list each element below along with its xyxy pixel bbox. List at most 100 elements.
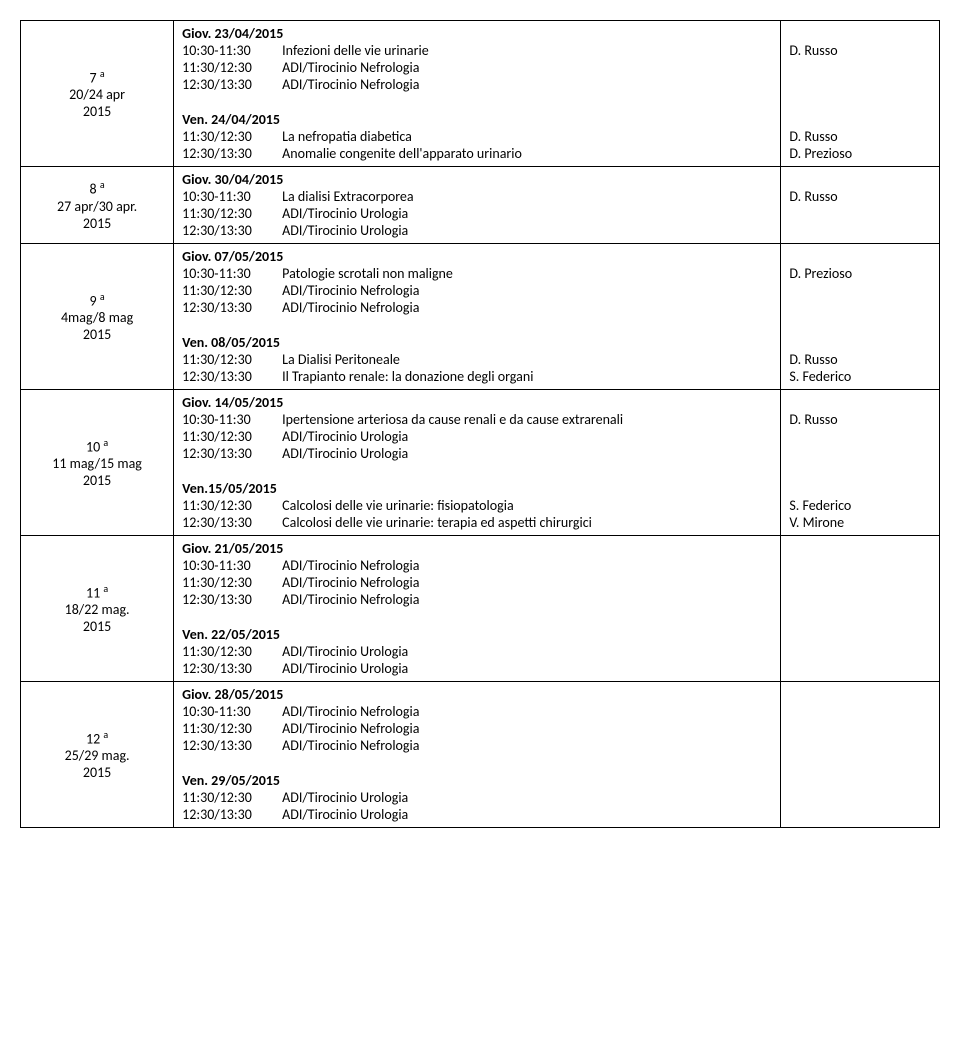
table-row: 12 a25/29 mag.2015Giov. 28/05/201510:30-… xyxy=(21,682,940,828)
time-slot: 11:30/12:30 xyxy=(182,351,282,368)
block-date-header: Ven.15/05/2015 xyxy=(182,480,772,497)
week-suffix: a xyxy=(100,178,105,191)
instructor-name xyxy=(789,205,931,222)
session-description: ADI/Tirocinio Nefrologia xyxy=(282,720,772,737)
session-description: ADI/Tirocinio Nefrologia xyxy=(282,737,772,754)
session-description: Calcolosi delle vie urinarie: terapia ed… xyxy=(282,514,772,531)
session-description: La dialisi Extracorporea xyxy=(282,188,772,205)
session-description: ADI/Tirocinio Nefrologia xyxy=(282,76,772,93)
schedule-row: 10:30-11:30ADI/Tirocinio Nefrologia xyxy=(182,703,772,720)
time-slot: 11:30/12:30 xyxy=(182,720,282,737)
schedule-row: 12:30/13:30Il Trapianto renale: la donaz… xyxy=(182,368,772,385)
time-slot: 11:30/12:30 xyxy=(182,205,282,222)
schedule-row: 12:30/13:30ADI/Tirocinio Nefrologia xyxy=(182,737,772,754)
schedule-row: 11:30/12:30ADI/Tirocinio Nefrologia xyxy=(182,720,772,737)
session-description: Patologie scrotali non maligne xyxy=(282,265,772,282)
session-description: ADI/Tirocinio Nefrologia xyxy=(282,299,772,316)
schedule-row: 11:30/12:30La nefropatia diabetica xyxy=(182,128,772,145)
time-slot: 11:30/12:30 xyxy=(182,497,282,514)
schedule-row: 12:30/13:30ADI/Tirocinio Nefrologia xyxy=(182,76,772,93)
week-year: 2015 xyxy=(29,472,165,489)
time-slot: 12:30/13:30 xyxy=(182,222,282,239)
week-range: 18/22 mag. xyxy=(29,601,165,618)
block-date-header: Giov. 21/05/2015 xyxy=(182,540,772,557)
time-slot: 10:30-11:30 xyxy=(182,557,282,574)
schedule-row: 11:30/12:30ADI/Tirocinio Urologia xyxy=(182,789,772,806)
time-slot: 10:30-11:30 xyxy=(182,188,282,205)
instructor-cell: D. Russo S. FedericoV. Mirone xyxy=(781,390,940,536)
week-range: 20/24 apr xyxy=(29,86,165,103)
time-slot: 10:30-11:30 xyxy=(182,42,282,59)
week-cell: 11 a18/22 mag.2015 xyxy=(21,536,174,682)
time-slot: 11:30/12:30 xyxy=(182,128,282,145)
schedule-row: 10:30-11:30Ipertensione arteriosa da cau… xyxy=(182,411,772,428)
table-row: 10 a11 mag/15 mag2015Giov. 14/05/201510:… xyxy=(21,390,940,536)
schedule-row: 10:30-11:30ADI/Tirocinio Nefrologia xyxy=(182,557,772,574)
schedule-row: 12:30/13:30ADI/Tirocinio Urologia xyxy=(182,445,772,462)
table-row: 11 a18/22 mag.2015Giov. 21/05/201510:30-… xyxy=(21,536,940,682)
time-slot: 11:30/12:30 xyxy=(182,428,282,445)
week-range: 4mag/8 mag xyxy=(29,309,165,326)
schedule-row: 12:30/13:30ADI/Tirocinio Urologia xyxy=(182,806,772,823)
block-date-header: Giov. 30/04/2015 xyxy=(182,171,772,188)
schedule-table: 7 a20/24 apr2015Giov. 23/04/201510:30-11… xyxy=(20,20,940,828)
week-number: 9 xyxy=(90,292,97,309)
session-description: La Dialisi Peritoneale xyxy=(282,351,772,368)
instructor-name xyxy=(789,737,931,754)
week-year: 2015 xyxy=(29,326,165,343)
instructor-cell: D. Russo D. RussoD. Prezioso xyxy=(781,21,940,167)
schedule-cell: Giov. 30/04/201510:30-11:30La dialisi Ex… xyxy=(174,167,781,244)
block-date-header: Ven. 24/04/2015 xyxy=(182,111,772,128)
time-slot: 10:30-11:30 xyxy=(182,265,282,282)
instructor-name: D. Russo xyxy=(789,411,931,428)
instructor-name: S. Federico xyxy=(789,368,931,385)
schedule-cell: Giov. 28/05/201510:30-11:30ADI/Tirocinio… xyxy=(174,682,781,828)
instructor-name xyxy=(789,222,931,239)
instructor-name: V. Mirone xyxy=(789,514,931,531)
session-description: Ipertensione arteriosa da cause renali e… xyxy=(282,411,772,428)
time-slot: 12:30/13:30 xyxy=(182,299,282,316)
session-description: ADI/Tirocinio Urologia xyxy=(282,222,772,239)
schedule-cell: Giov. 14/05/201510:30-11:30Ipertensione … xyxy=(174,390,781,536)
time-slot: 10:30-11:30 xyxy=(182,411,282,428)
schedule-row: 11:30/12:30La Dialisi Peritoneale xyxy=(182,351,772,368)
week-cell: 10 a11 mag/15 mag2015 xyxy=(21,390,174,536)
schedule-row: 10:30-11:30La dialisi Extracorporea xyxy=(182,188,772,205)
session-description: ADI/Tirocinio Nefrologia xyxy=(282,591,772,608)
instructor-name xyxy=(789,720,931,737)
schedule-row: 11:30/12:30ADI/Tirocinio Urologia xyxy=(182,428,772,445)
week-cell: 9 a4mag/8 mag2015 xyxy=(21,244,174,390)
session-description: ADI/Tirocinio Urologia xyxy=(282,806,772,823)
time-slot: 12:30/13:30 xyxy=(182,514,282,531)
week-number: 12 xyxy=(86,730,100,747)
time-slot: 12:30/13:30 xyxy=(182,660,282,677)
session-description: ADI/Tirocinio Nefrologia xyxy=(282,59,772,76)
schedule-row: 12:30/13:30Anomalie congenite dell'appar… xyxy=(182,145,772,162)
time-slot: 12:30/13:30 xyxy=(182,76,282,93)
week-suffix: a xyxy=(103,582,108,595)
instructor-name: D. Russo xyxy=(789,188,931,205)
block-date-header: Ven. 08/05/2015 xyxy=(182,334,772,351)
schedule-row: 11:30/12:30ADI/Tirocinio Nefrologia xyxy=(182,59,772,76)
week-year: 2015 xyxy=(29,215,165,232)
instructor-name: D. Prezioso xyxy=(789,145,931,162)
week-number: 8 xyxy=(90,181,97,198)
instructor-name xyxy=(789,299,931,316)
session-description: La nefropatia diabetica xyxy=(282,128,772,145)
table-row: 7 a20/24 apr2015Giov. 23/04/201510:30-11… xyxy=(21,21,940,167)
schedule-row: 11:30/12:30Calcolosi delle vie urinarie:… xyxy=(182,497,772,514)
instructor-name: D. Russo xyxy=(789,42,931,59)
time-slot: 12:30/13:30 xyxy=(182,591,282,608)
schedule-cell: Giov. 23/04/201510:30-11:30Infezioni del… xyxy=(174,21,781,167)
session-description: ADI/Tirocinio Urologia xyxy=(282,428,772,445)
time-slot: 10:30-11:30 xyxy=(182,703,282,720)
session-description: ADI/Tirocinio Urologia xyxy=(282,643,772,660)
week-number: 11 xyxy=(86,584,100,601)
schedule-row: 12:30/13:30ADI/Tirocinio Nefrologia xyxy=(182,299,772,316)
block-date-header: Giov. 14/05/2015 xyxy=(182,394,772,411)
time-slot: 11:30/12:30 xyxy=(182,643,282,660)
week-year: 2015 xyxy=(29,103,165,120)
week-range: 25/29 mag. xyxy=(29,747,165,764)
instructor-name xyxy=(789,660,931,677)
time-slot: 12:30/13:30 xyxy=(182,145,282,162)
